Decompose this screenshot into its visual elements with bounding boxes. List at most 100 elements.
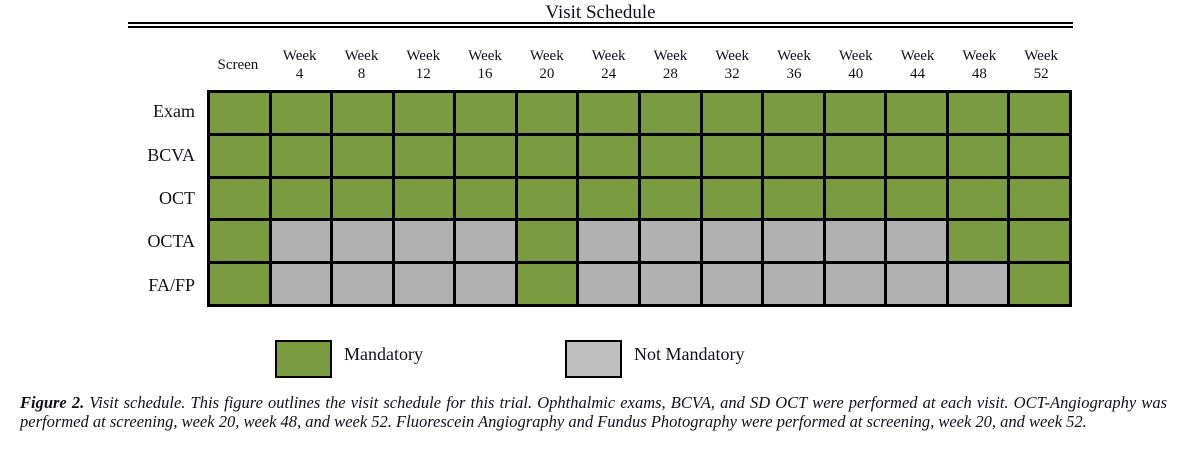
- cell-oct-week-24: [579, 178, 638, 219]
- cell-oct-week-4: [271, 178, 331, 219]
- row-labels: Exam BCVA OCT OCTA FA/FP: [0, 90, 201, 307]
- cell-octa-week-24: [579, 221, 638, 262]
- cell-exam-week-4: [271, 93, 331, 133]
- column-header-week-24: Week 24: [578, 44, 640, 86]
- cell-exam-week-28: [641, 93, 700, 133]
- figure-caption-label: Figure 2.: [20, 393, 90, 412]
- column-header-line: Week: [468, 48, 502, 64]
- figure-caption-text: Visit schedule. This figure outlines the…: [20, 393, 1167, 431]
- row-label-bcva: BCVA: [147, 144, 195, 165]
- cell-bcva-week-48: [948, 135, 1008, 176]
- cell-bcva-week-28: [641, 135, 700, 176]
- legend: Mandatory Not Mandatory: [0, 338, 1187, 380]
- cell-fa-fp-week-36: [764, 264, 823, 304]
- cell-fa-fp-week-24: [579, 264, 638, 304]
- column-header-line: 12: [415, 66, 431, 82]
- legend-label-mandatory: Mandatory: [344, 344, 423, 364]
- cell-oct-screen: [210, 178, 269, 219]
- column-header-week-44: Week 44: [887, 44, 949, 86]
- cell-exam-week-40: [825, 93, 885, 133]
- column-header-screen: Screen: [207, 44, 269, 86]
- column-header-week-48: Week 48: [948, 44, 1010, 86]
- column-headers: Screen Week 4 Week 8 Week 12 Week 16 Week 20 Week 24…: [207, 44, 1072, 86]
- cell-exam-screen: [210, 93, 269, 133]
- cell-bcva-week-12: [394, 135, 454, 176]
- column-header-line: 28: [662, 66, 678, 82]
- cell-octa-week-48: [948, 221, 1008, 262]
- cell-bcva-week-40: [825, 135, 885, 176]
- column-header-line: Week: [1024, 48, 1058, 64]
- cell-bcva-week-8: [333, 135, 392, 176]
- cell-exam-week-32: [702, 93, 762, 133]
- column-header-line: Week: [777, 48, 811, 64]
- column-header-line: 4: [295, 66, 304, 82]
- cell-oct-week-44: [887, 178, 946, 219]
- cell-oct-week-40: [825, 178, 885, 219]
- cell-octa-week-20: [517, 221, 577, 262]
- figure-caption: Figure 2. Visit schedule. This figure ou…: [20, 393, 1167, 431]
- column-header-week-16: Week 16: [454, 44, 516, 86]
- column-header-line: Week: [406, 48, 441, 64]
- cell-bcva-screen: [210, 135, 269, 176]
- cell-fa-fp-week-20: [517, 264, 577, 304]
- cell-oct-week-16: [456, 178, 515, 219]
- column-header-line: 8: [357, 66, 366, 82]
- column-header-line: Week: [653, 48, 688, 64]
- column-header-week-12: Week 12: [392, 44, 454, 86]
- column-header-line: Screen: [217, 57, 259, 73]
- column-header-line: Week: [591, 48, 626, 64]
- cell-fa-fp-week-40: [825, 264, 885, 304]
- row-label-octa: OCTA: [147, 231, 195, 252]
- row-label-oct: OCT: [159, 187, 195, 208]
- column-header-line: 24: [601, 66, 617, 82]
- cell-octa-week-36: [764, 221, 823, 262]
- column-header-line: 52: [1033, 66, 1049, 82]
- cell-oct-week-48: [948, 178, 1008, 219]
- cell-bcva-week-16: [456, 135, 515, 176]
- cell-oct-week-32: [702, 178, 762, 219]
- cell-bcva-week-20: [517, 135, 577, 176]
- column-header-line: Week: [529, 48, 564, 64]
- cell-oct-week-8: [333, 178, 392, 219]
- cell-exam-week-20: [517, 93, 577, 133]
- cell-exam-week-12: [394, 93, 454, 133]
- title-double-rule: [128, 22, 1073, 28]
- cell-oct-week-36: [764, 178, 823, 219]
- column-header-week-32: Week 32: [701, 44, 763, 86]
- column-header-line: Week: [282, 48, 317, 64]
- cell-fa-fp-week-48: [948, 264, 1008, 304]
- cell-oct-week-12: [394, 178, 454, 219]
- cell-bcva-week-32: [702, 135, 762, 176]
- column-header-line: 20: [539, 66, 555, 82]
- column-header-line: 44: [910, 66, 926, 82]
- cell-octa-screen: [210, 221, 269, 262]
- column-header-line: Week: [900, 48, 935, 64]
- cell-fa-fp-week-4: [271, 264, 331, 304]
- column-header-week-28: Week 28: [639, 44, 701, 86]
- column-header-line: 40: [848, 66, 864, 82]
- column-header-line: Week: [344, 48, 379, 64]
- cell-octa-week-44: [887, 221, 946, 262]
- cell-octa-week-28: [641, 221, 700, 262]
- cell-bcva-week-44: [887, 135, 946, 176]
- column-header-line: 32: [724, 66, 740, 82]
- column-header-week-40: Week 40: [825, 44, 887, 86]
- cell-bcva-week-24: [579, 135, 638, 176]
- schedule-grid: [207, 90, 1072, 307]
- cell-fa-fp-week-28: [641, 264, 700, 304]
- cell-fa-fp-week-12: [394, 264, 454, 304]
- cell-octa-week-16: [456, 221, 515, 262]
- cell-exam-week-8: [333, 93, 392, 133]
- cell-octa-week-8: [333, 221, 392, 262]
- cell-oct-week-52: [1010, 178, 1069, 219]
- column-header-line: Week: [715, 48, 750, 64]
- cell-exam-week-44: [887, 93, 946, 133]
- column-header-line: Week: [838, 48, 873, 64]
- figure-title: Visit Schedule: [545, 2, 656, 23]
- legend-label-not-mandatory: Not Mandatory: [634, 344, 745, 364]
- cell-exam-week-52: [1010, 93, 1069, 133]
- cell-bcva-week-36: [764, 135, 823, 176]
- row-label-fa-fp: FA/FP: [148, 274, 195, 295]
- cell-oct-week-28: [641, 178, 700, 219]
- cell-exam-week-16: [456, 93, 515, 133]
